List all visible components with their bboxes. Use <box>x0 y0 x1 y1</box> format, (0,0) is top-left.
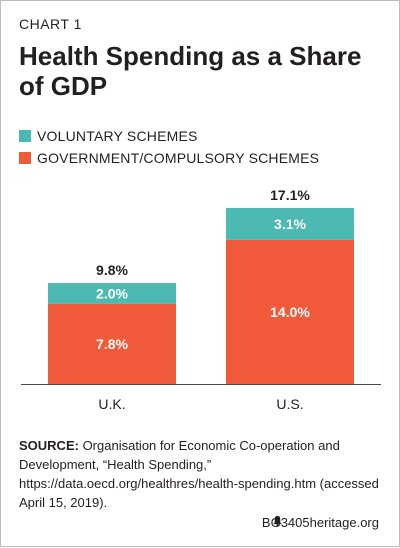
source-note: SOURCE: Organisation for Economic Co-ope… <box>19 436 384 512</box>
legend-item-voluntary: VOLUNTARY SCHEMES <box>19 125 319 147</box>
bar-label-uk-government: 7.8% <box>96 336 128 352</box>
source-label: SOURCE: <box>19 438 79 453</box>
total-label-uk: 9.8% <box>96 262 128 278</box>
legend-item-government: GOVERNMENT/COMPULSORY SCHEMES <box>19 147 319 169</box>
legend: VOLUNTARY SCHEMES GOVERNMENT/COMPULSORY … <box>19 125 319 169</box>
legend-label-voluntary: VOLUNTARY SCHEMES <box>37 128 198 144</box>
legend-label-government: GOVERNMENT/COMPULSORY SCHEMES <box>37 150 320 166</box>
total-label-us: 17.1% <box>270 187 310 203</box>
bar-uk-government <box>48 303 176 384</box>
bar-uk-voluntary <box>48 283 176 304</box>
site-name: heritage.org <box>309 515 379 530</box>
chart-title: Health Spending as a Share of GDP <box>19 41 362 101</box>
bar-us-voluntary <box>226 207 354 240</box>
category-label-us: U.S. <box>276 396 303 412</box>
bar-label-us-voluntary: 3.1% <box>274 216 306 232</box>
bar-us-government <box>226 239 354 384</box>
category-label-uk: U.K. <box>98 396 125 412</box>
bar-label-us-government: 14.0% <box>270 304 310 320</box>
liberty-bell-icon <box>273 515 282 526</box>
bar-label-uk-voluntary: 2.0% <box>96 285 128 301</box>
chart-number: CHART 1 <box>19 16 82 32</box>
report-code: BG3405 <box>261 515 310 530</box>
source-text: Organisation for Economic Co-operation a… <box>19 438 379 510</box>
legend-swatch-government <box>19 152 31 164</box>
legend-swatch-voluntary <box>19 130 31 142</box>
footer: BG3405 heritage.org <box>262 515 379 530</box>
